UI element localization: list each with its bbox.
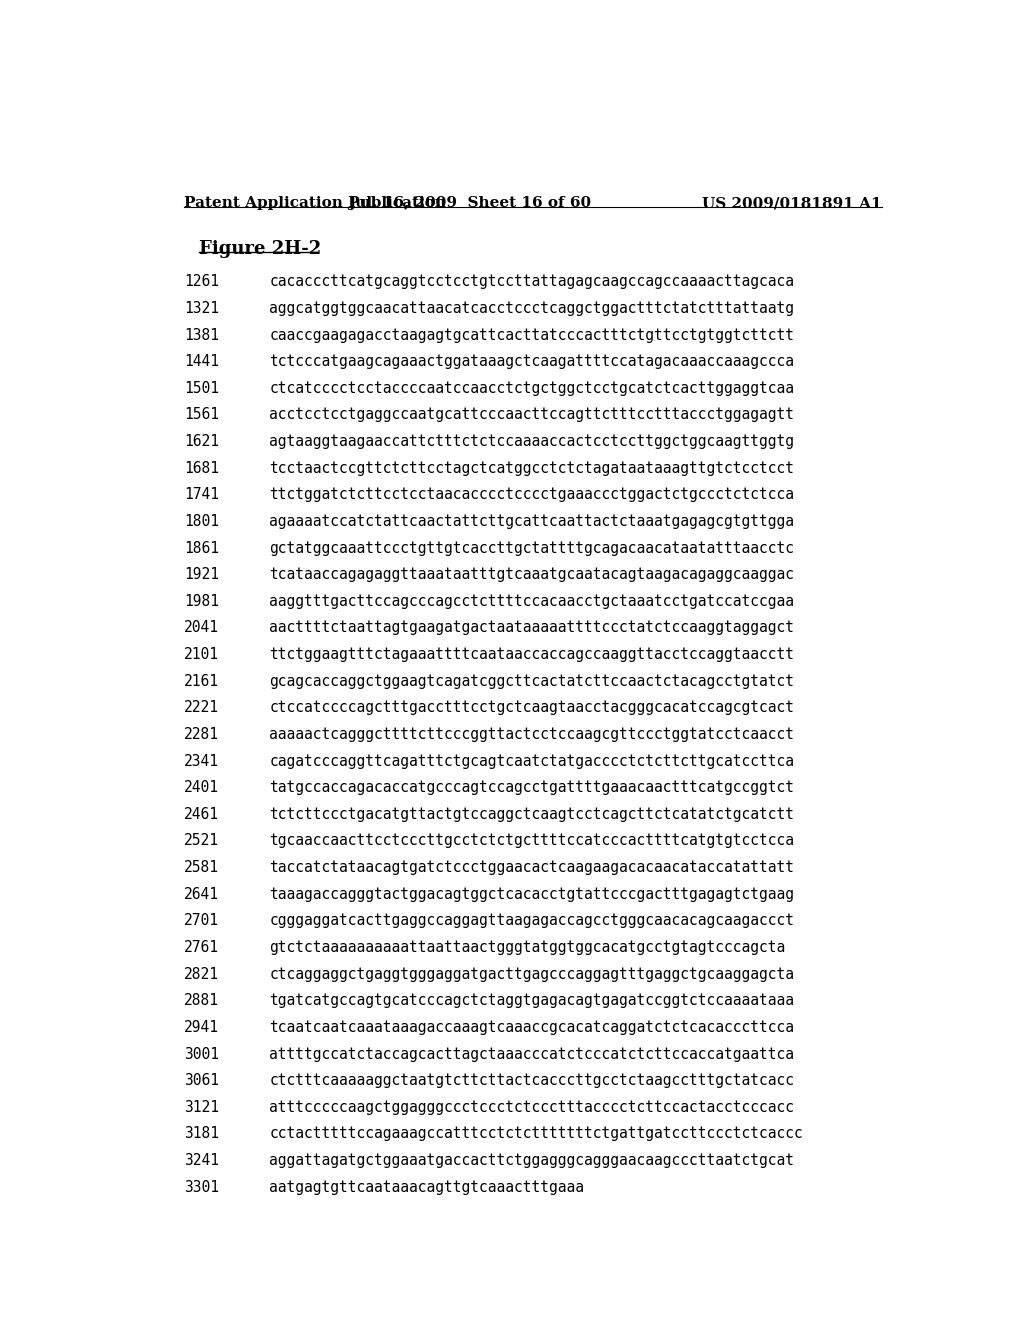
Text: 2401: 2401 bbox=[184, 780, 219, 795]
Text: 1501: 1501 bbox=[184, 380, 219, 396]
Text: Figure 2H-2: Figure 2H-2 bbox=[200, 240, 322, 257]
Text: aggcatggtggcaacattaacatcacctccctcaggctggactttctatctttattaatg: aggcatggtggcaacattaacatcacctccctcaggctgg… bbox=[269, 301, 795, 315]
Text: ttctggatctcttcctcctaacacccctcccctgaaaccctggactctgccctctctcca: ttctggatctcttcctcctaacacccctcccctgaaaccc… bbox=[269, 487, 795, 503]
Text: 3061: 3061 bbox=[184, 1073, 219, 1088]
Text: 1921: 1921 bbox=[184, 568, 219, 582]
Text: 2341: 2341 bbox=[184, 754, 219, 768]
Text: 2101: 2101 bbox=[184, 647, 219, 663]
Text: atttcccccaagctggagggccctccctctccctttacccctcttccactacctcccacc: atttcccccaagctggagggccctccctctccctttaccc… bbox=[269, 1100, 795, 1115]
Text: 3301: 3301 bbox=[184, 1180, 219, 1195]
Text: 1381: 1381 bbox=[184, 327, 219, 342]
Text: 1741: 1741 bbox=[184, 487, 219, 503]
Text: 2041: 2041 bbox=[184, 620, 219, 635]
Text: aacttttctaattagtgaagatgactaataaaaattttccctatctccaaggtaggagct: aacttttctaattagtgaagatgactaataaaaattttcc… bbox=[269, 620, 795, 635]
Text: 1441: 1441 bbox=[184, 354, 219, 370]
Text: 3001: 3001 bbox=[184, 1047, 219, 1061]
Text: 2701: 2701 bbox=[184, 913, 219, 928]
Text: 2941: 2941 bbox=[184, 1020, 219, 1035]
Text: tcataaccagagaggttaaataatttgtcaaatgcaatacagtaagacagaggcaaggac: tcataaccagagaggttaaataatttgtcaaatgcaatac… bbox=[269, 568, 795, 582]
Text: 2761: 2761 bbox=[184, 940, 219, 954]
Text: caaccgaagagacctaagagtgcattcacttatcccactttctgttcctgtggtcttctt: caaccgaagagacctaagagtgcattcacttatcccactt… bbox=[269, 327, 795, 342]
Text: tgcaaccaacttcctcccttgcctctctgcttttccatcccacttttcatgtgtcctcca: tgcaaccaacttcctcccttgcctctctgcttttccatcc… bbox=[269, 833, 795, 849]
Text: agtaaggtaagaaccattctttctctccaaaaccactcctccttggctggcaagttggtg: agtaaggtaagaaccattctttctctccaaaaccactcct… bbox=[269, 434, 795, 449]
Text: ctctttcaaaaaggctaatgtcttcttactcacccttgcctctaagcctttgctatcacc: ctctttcaaaaaggctaatgtcttcttactcacccttgcc… bbox=[269, 1073, 795, 1088]
Text: taccatctataacagtgatctccctggaacactcaagaagacacaacataccatattatt: taccatctataacagtgatctccctggaacactcaagaag… bbox=[269, 861, 795, 875]
Text: cagatcccaggttcagatttctgcagtcaatctatgacccctctcttcttgcatccttca: cagatcccaggttcagatttctgcagtcaatctatgaccc… bbox=[269, 754, 795, 768]
Text: 3181: 3181 bbox=[184, 1126, 219, 1142]
Text: tatgccaccagacaccatgcccagtccagcctgattttgaaacaactttcatgccggtct: tatgccaccagacaccatgcccagtccagcctgattttga… bbox=[269, 780, 795, 795]
Text: 2881: 2881 bbox=[184, 993, 219, 1008]
Text: agaaaatccatctattcaactattcttgcattcaattactctaaatgagagcgtgttgga: agaaaatccatctattcaactattcttgcattcaattact… bbox=[269, 513, 795, 529]
Text: Jul. 16, 2009  Sheet 16 of 60: Jul. 16, 2009 Sheet 16 of 60 bbox=[348, 195, 591, 210]
Text: ctccatccccagctttgacctttcctgctcaagtaacctacgggcacatccagcgtcact: ctccatccccagctttgacctttcctgctcaagtaaccta… bbox=[269, 701, 795, 715]
Text: 1861: 1861 bbox=[184, 541, 219, 556]
Text: 2281: 2281 bbox=[184, 727, 219, 742]
Text: 2521: 2521 bbox=[184, 833, 219, 849]
Text: gctatggcaaattccctgttgtcaccttgctattttgcagacaacataatatttaacctc: gctatggcaaattccctgttgtcaccttgctattttgcag… bbox=[269, 541, 795, 556]
Text: acctcctcctgaggccaatgcattcccaacttccagttctttcctttaccctggagagtt: acctcctcctgaggccaatgcattcccaacttccagttct… bbox=[269, 408, 795, 422]
Text: 1681: 1681 bbox=[184, 461, 219, 475]
Text: gtctctaaaaaaaaaattaattaactgggtatggtggcacatgcctgtagtcccagcta: gtctctaaaaaaaaaattaattaactgggtatggtggcac… bbox=[269, 940, 785, 954]
Text: 2821: 2821 bbox=[184, 966, 219, 982]
Text: aatgagtgttcaataaacagttgtcaaactttgaaa: aatgagtgttcaataaacagttgtcaaactttgaaa bbox=[269, 1180, 585, 1195]
Text: 3121: 3121 bbox=[184, 1100, 219, 1115]
Text: 1261: 1261 bbox=[184, 275, 219, 289]
Text: taaagaccagggtactggacagtggctcacacctgtattcccgactttgagagtctgaag: taaagaccagggtactggacagtggctcacacctgtattc… bbox=[269, 887, 795, 902]
Text: cacacccttcatgcaggtcctcctgtccttattagagcaagccagccaaaacttagcaca: cacacccttcatgcaggtcctcctgtccttattagagcaa… bbox=[269, 275, 795, 289]
Text: tgatcatgccagtgcatcccagctctaggtgagacagtgagatccggtctccaaaataaa: tgatcatgccagtgcatcccagctctaggtgagacagtga… bbox=[269, 993, 795, 1008]
Text: tctcttccctgacatgttactgtccaggctcaagtcctcagcttctcatatctgcatctt: tctcttccctgacatgttactgtccaggctcaagtcctca… bbox=[269, 807, 795, 822]
Text: tctcccatgaagcagaaactggataaagctcaagattttccatagacaaaccaaagccca: tctcccatgaagcagaaactggataaagctcaagattttc… bbox=[269, 354, 795, 370]
Text: tcctaactccgttctcttcctagctcatggcctctctagataataaagttgtctcctcct: tcctaactccgttctcttcctagctcatggcctctctaga… bbox=[269, 461, 795, 475]
Text: 1981: 1981 bbox=[184, 594, 219, 609]
Text: aggattagatgctggaaatgaccacttctggagggcagggaacaagcccttaatctgcat: aggattagatgctggaaatgaccacttctggagggcaggg… bbox=[269, 1154, 795, 1168]
Text: 2581: 2581 bbox=[184, 861, 219, 875]
Text: attttgccatctaccagcacttagctaaacccatctcccatctcttccaccatgaattca: attttgccatctaccagcacttagctaaacccatctccca… bbox=[269, 1047, 795, 1061]
Text: Patent Application Publication: Patent Application Publication bbox=[183, 195, 445, 210]
Text: 1801: 1801 bbox=[184, 513, 219, 529]
Text: 2461: 2461 bbox=[184, 807, 219, 822]
Text: 2221: 2221 bbox=[184, 701, 219, 715]
Text: gcagcaccaggctggaagtcagatcggcttcactatcttccaactctacagcctgtatct: gcagcaccaggctggaagtcagatcggcttcactatcttc… bbox=[269, 673, 795, 689]
Text: cgggaggatcacttgaggccaggagttaagagaccagcctgggcaacacagcaagaccct: cgggaggatcacttgaggccaggagttaagagaccagcct… bbox=[269, 913, 795, 928]
Text: aaaaactcagggcttttcttcccggttactcctccaagcgttccctggtatcctcaacct: aaaaactcagggcttttcttcccggttactcctccaagcg… bbox=[269, 727, 795, 742]
Text: 1561: 1561 bbox=[184, 408, 219, 422]
Text: tcaatcaatcaaataaagaccaaagtcaaaccgcacatcaggatctctcacacccttcca: tcaatcaatcaaataaagaccaaagtcaaaccgcacatca… bbox=[269, 1020, 795, 1035]
Text: ctcatcccctcctaccccaatccaacctctgctggctcctgcatctcacttggaggtcaa: ctcatcccctcctaccccaatccaacctctgctggctcct… bbox=[269, 380, 795, 396]
Text: cctactttttccagaaagccatttcctctctttttttctgattgatccttccctctcaccc: cctactttttccagaaagccatttcctctctttttttctg… bbox=[269, 1126, 803, 1142]
Text: ttctggaagtttctagaaattttcaataaccaccagccaaggttacctccaggtaacctt: ttctggaagtttctagaaattttcaataaccaccagccaa… bbox=[269, 647, 795, 663]
Text: 3241: 3241 bbox=[184, 1154, 219, 1168]
Text: ctcaggaggctgaggtgggaggatgacttgagcccaggagtttgaggctgcaaggagcta: ctcaggaggctgaggtgggaggatgacttgagcccaggag… bbox=[269, 966, 795, 982]
Text: aaggtttgacttccagcccagcctcttttccacaacctgctaaatcctgatccatccgaa: aaggtttgacttccagcccagcctcttttccacaacctgc… bbox=[269, 594, 795, 609]
Text: 2641: 2641 bbox=[184, 887, 219, 902]
Text: US 2009/0181891 A1: US 2009/0181891 A1 bbox=[702, 195, 882, 210]
Text: 1321: 1321 bbox=[184, 301, 219, 315]
Text: 2161: 2161 bbox=[184, 673, 219, 689]
Text: 1621: 1621 bbox=[184, 434, 219, 449]
